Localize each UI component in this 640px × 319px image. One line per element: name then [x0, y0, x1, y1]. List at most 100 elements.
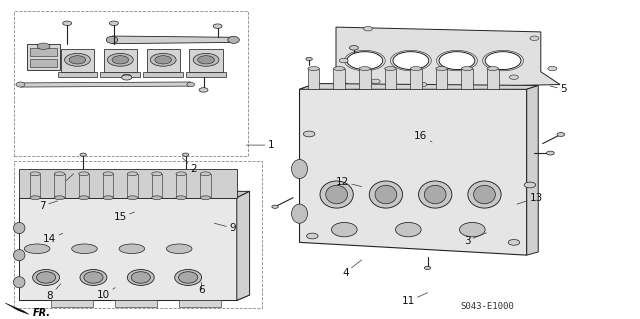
Ellipse shape	[103, 172, 113, 176]
Bar	[127, 174, 138, 198]
Ellipse shape	[152, 172, 162, 176]
Ellipse shape	[72, 244, 97, 254]
Text: 4: 4	[342, 260, 362, 278]
Circle shape	[524, 182, 536, 188]
Circle shape	[198, 56, 214, 64]
Bar	[14, 11, 248, 156]
Circle shape	[69, 56, 86, 64]
Ellipse shape	[308, 67, 319, 70]
Ellipse shape	[36, 272, 56, 283]
Circle shape	[548, 66, 557, 71]
Ellipse shape	[424, 185, 446, 204]
Ellipse shape	[176, 196, 186, 200]
Ellipse shape	[176, 172, 186, 176]
Ellipse shape	[292, 204, 308, 223]
Bar	[179, 300, 221, 307]
Polygon shape	[19, 191, 250, 198]
Circle shape	[364, 26, 372, 31]
Circle shape	[272, 205, 278, 208]
Circle shape	[418, 82, 427, 87]
Bar	[30, 59, 57, 67]
Ellipse shape	[369, 181, 403, 208]
Bar	[14, 161, 262, 308]
Circle shape	[547, 151, 554, 155]
Ellipse shape	[419, 181, 452, 208]
Ellipse shape	[33, 270, 60, 286]
Circle shape	[193, 53, 219, 66]
Ellipse shape	[84, 272, 103, 283]
Ellipse shape	[396, 222, 421, 237]
Text: 12: 12	[335, 177, 362, 187]
Text: 2: 2	[56, 174, 74, 192]
Circle shape	[109, 21, 118, 26]
Circle shape	[65, 53, 90, 66]
Ellipse shape	[175, 270, 202, 286]
Ellipse shape	[119, 244, 145, 254]
Ellipse shape	[200, 172, 211, 176]
Polygon shape	[147, 49, 180, 72]
Text: 2: 2	[182, 158, 197, 174]
Polygon shape	[487, 69, 499, 89]
Ellipse shape	[127, 172, 138, 176]
Ellipse shape	[127, 196, 138, 200]
Polygon shape	[186, 72, 226, 78]
Ellipse shape	[30, 196, 40, 200]
Polygon shape	[61, 49, 94, 72]
Ellipse shape	[179, 272, 198, 283]
Circle shape	[63, 21, 72, 26]
Text: 16: 16	[414, 131, 432, 142]
Text: 15: 15	[113, 212, 134, 222]
Ellipse shape	[13, 222, 25, 234]
Circle shape	[509, 75, 518, 79]
Polygon shape	[436, 69, 447, 89]
Circle shape	[122, 74, 131, 79]
Polygon shape	[5, 303, 29, 315]
Ellipse shape	[152, 196, 162, 200]
Polygon shape	[19, 198, 237, 300]
Ellipse shape	[16, 82, 25, 87]
Polygon shape	[237, 191, 250, 300]
Ellipse shape	[79, 196, 89, 200]
Polygon shape	[359, 69, 371, 89]
Circle shape	[557, 133, 564, 137]
Polygon shape	[300, 84, 538, 89]
Text: 9: 9	[214, 223, 236, 233]
Ellipse shape	[410, 67, 422, 70]
Ellipse shape	[326, 185, 348, 204]
Polygon shape	[308, 69, 319, 89]
Ellipse shape	[333, 67, 345, 70]
Bar	[152, 174, 162, 198]
Ellipse shape	[468, 181, 501, 208]
Bar	[30, 174, 40, 198]
Polygon shape	[385, 69, 396, 89]
Circle shape	[530, 36, 539, 41]
Ellipse shape	[13, 249, 25, 261]
Bar	[30, 48, 57, 56]
Ellipse shape	[24, 244, 50, 254]
Ellipse shape	[30, 172, 40, 176]
Ellipse shape	[487, 67, 499, 70]
Ellipse shape	[359, 67, 371, 70]
Polygon shape	[527, 85, 538, 255]
Text: 3: 3	[464, 233, 486, 246]
Circle shape	[371, 79, 380, 84]
Text: 7: 7	[40, 201, 58, 211]
Text: 1: 1	[246, 140, 274, 150]
Circle shape	[424, 266, 431, 270]
Ellipse shape	[127, 270, 154, 286]
Polygon shape	[410, 69, 422, 89]
Ellipse shape	[332, 222, 357, 237]
Circle shape	[108, 53, 133, 66]
Ellipse shape	[474, 185, 495, 204]
Ellipse shape	[131, 272, 150, 283]
Circle shape	[150, 53, 176, 66]
Circle shape	[124, 75, 129, 78]
Polygon shape	[189, 49, 223, 72]
Polygon shape	[27, 44, 60, 70]
Ellipse shape	[106, 36, 118, 43]
Circle shape	[112, 56, 129, 64]
Ellipse shape	[320, 181, 353, 208]
Circle shape	[347, 52, 383, 70]
Ellipse shape	[54, 172, 65, 176]
Polygon shape	[58, 72, 97, 78]
